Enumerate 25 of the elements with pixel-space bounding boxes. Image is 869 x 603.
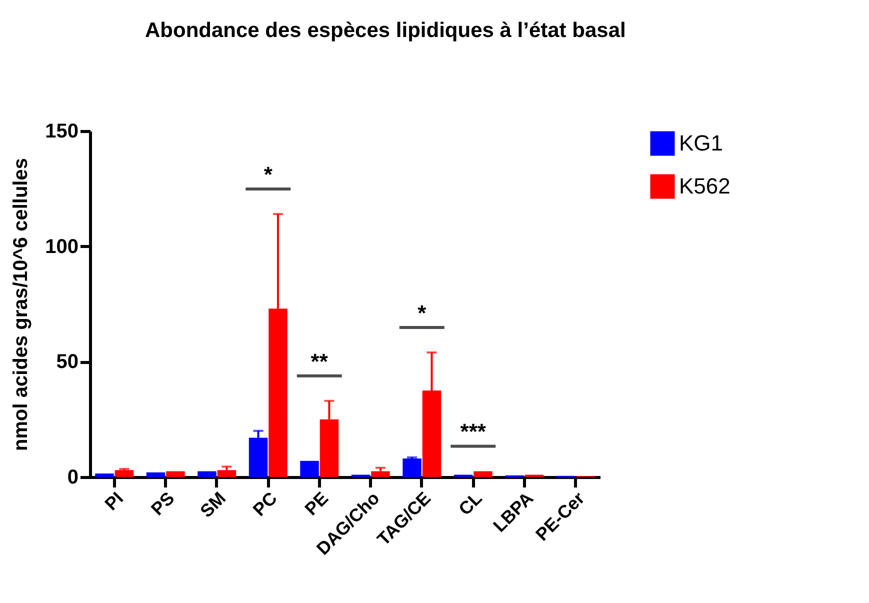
x-tick-label: PS <box>147 488 178 520</box>
annotation: ** <box>310 348 328 374</box>
bar <box>95 474 114 477</box>
y-tick-label: 150 <box>45 120 78 142</box>
bar <box>474 471 492 477</box>
x-tick-label: CL <box>454 488 486 520</box>
bar <box>300 460 319 477</box>
annotation: *** <box>460 419 486 444</box>
x-tick-label: PI <box>100 488 128 514</box>
x-tick-label: PC <box>249 488 281 520</box>
y-tick-label: 0 <box>67 466 78 488</box>
legend-label: KG1 <box>679 130 724 156</box>
legend-label: K562 <box>679 174 730 198</box>
bar <box>146 472 166 477</box>
bar <box>371 471 390 477</box>
y-axis-title: nmol acides gras/10^6 cellules <box>10 158 32 451</box>
y-tick-label: 50 <box>56 351 78 374</box>
annotation: * <box>264 162 273 188</box>
bar <box>166 471 185 477</box>
bar <box>217 470 236 477</box>
y-tick-label: 100 <box>45 236 78 258</box>
bar <box>198 471 216 477</box>
annotation: * <box>418 300 427 326</box>
chart-title: Abondance des espèces lipidiques à l’état basal <box>145 19 626 42</box>
x-tick-label: SM <box>196 488 230 522</box>
